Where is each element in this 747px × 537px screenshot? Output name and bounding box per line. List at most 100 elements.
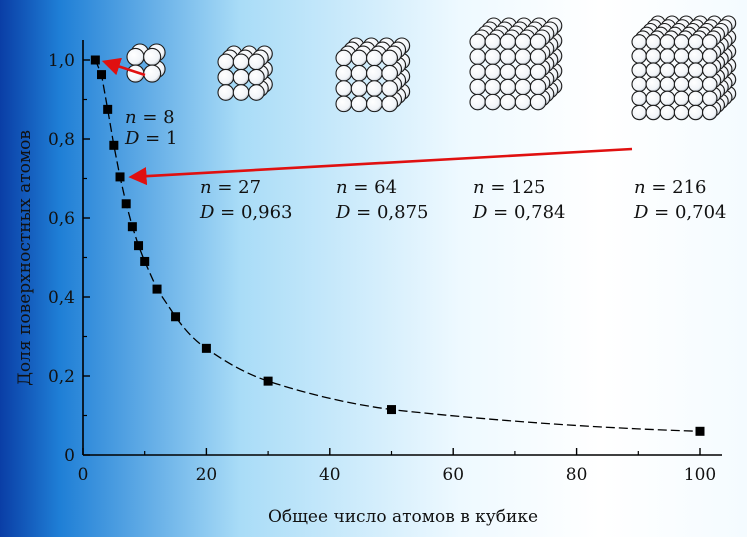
y-tick-label: 0,4 <box>48 288 75 308</box>
atom-sphere <box>381 64 399 82</box>
annotation-n-value: = 64 <box>348 177 397 198</box>
annotation-n-symbol: n <box>336 177 348 198</box>
atom-sphere <box>232 84 250 101</box>
atom-cube-4 <box>335 37 411 113</box>
atom-sphere <box>687 104 704 121</box>
data-point <box>695 426 705 436</box>
x-tick-label: 80 <box>566 465 588 485</box>
annotation-d-symbol: D <box>199 202 215 223</box>
atom-sphere <box>631 48 647 64</box>
atom-sphere <box>499 93 517 111</box>
annotation-n-value: = 125 <box>485 177 546 198</box>
atom-sphere <box>366 49 383 67</box>
arrows <box>101 57 633 186</box>
data-point <box>127 222 137 232</box>
atom-sphere <box>366 64 383 82</box>
x-tick-label: 40 <box>319 465 341 485</box>
atom-sphere <box>514 78 532 96</box>
data-point <box>115 172 125 182</box>
atom-sphere <box>702 48 718 64</box>
atom-sphere <box>673 48 690 64</box>
atom-sphere <box>673 62 690 78</box>
atom-sphere <box>350 95 368 113</box>
fit-curve <box>94 59 701 432</box>
arrow-to-n8 <box>101 57 146 77</box>
atom-sphere <box>350 64 368 82</box>
atom-sphere <box>645 62 662 78</box>
atom-sphere <box>232 68 250 86</box>
atom-sphere <box>514 33 532 50</box>
annotation-n-symbol: n <box>200 177 212 198</box>
atom-sphere <box>248 53 265 71</box>
atom-cube-3 <box>217 45 273 101</box>
atom-sphere <box>469 48 486 66</box>
annotation-n-value: = 216 <box>646 177 707 198</box>
atom-sphere <box>702 76 718 93</box>
atom-sphere <box>673 90 690 107</box>
atom-sphere <box>484 78 502 96</box>
atom-sphere <box>469 93 486 111</box>
atom-sphere <box>673 76 690 93</box>
data-point <box>152 284 162 294</box>
x-tick-label: 20 <box>196 465 218 485</box>
annotation-d-symbol: D <box>124 128 140 149</box>
atom-sphere <box>248 84 265 101</box>
atom-sphere <box>514 48 532 66</box>
atom-sphere <box>645 34 662 50</box>
annotation-d-value: = 0,704 <box>648 202 726 223</box>
data-point <box>263 376 273 386</box>
annotation-d: D = 1 <box>124 128 177 149</box>
atom-sphere <box>381 95 399 113</box>
annotation-d: D = 0,875 <box>335 202 429 223</box>
data-point <box>387 405 396 415</box>
atom-sphere <box>659 76 676 93</box>
annotation-d-symbol: D <box>335 202 351 223</box>
atom-cube-5 <box>469 17 563 111</box>
atom-sphere <box>631 34 647 50</box>
atom-sphere <box>631 62 647 78</box>
atom-sphere <box>529 63 547 81</box>
atom-sphere <box>659 34 676 50</box>
annotation-n: n = 27 <box>200 177 261 198</box>
atom-sphere <box>645 76 662 93</box>
atom-sphere <box>217 68 235 86</box>
y-tick-label: 0,2 <box>48 367 75 387</box>
atom-sphere <box>673 34 690 50</box>
annotation-n-value: = 27 <box>212 177 261 198</box>
fit-curve-line <box>94 59 701 432</box>
atom-sphere <box>499 33 517 50</box>
x-tick-label: 0 <box>78 465 89 485</box>
data-point <box>90 55 100 65</box>
data-points <box>90 55 705 436</box>
atom-sphere <box>687 90 704 107</box>
data-point <box>103 104 113 114</box>
atom-cube-2 <box>126 43 166 83</box>
data-point <box>140 256 150 266</box>
annotation-n-symbol: n <box>125 107 137 128</box>
atom-sphere <box>335 64 353 82</box>
annotation-d: D = 0,784 <box>472 202 566 223</box>
atom-sphere <box>702 104 718 121</box>
atom-sphere <box>143 64 162 83</box>
atom-sphere <box>645 48 662 64</box>
atom-sphere <box>381 80 399 97</box>
atom-sphere <box>469 33 486 50</box>
x-tick-label: 100 <box>684 465 716 485</box>
annotation-d-symbol: D <box>472 202 488 223</box>
atom-sphere <box>335 80 353 97</box>
annotation-n: n = 125 <box>473 177 545 198</box>
atom-sphere <box>529 33 547 50</box>
atom-sphere <box>529 48 547 66</box>
atom-sphere <box>659 62 676 78</box>
arrow-to-n216 <box>128 147 633 186</box>
data-point <box>121 199 131 209</box>
atom-sphere <box>631 76 647 93</box>
atom-sphere <box>702 90 718 107</box>
atom-sphere <box>499 78 517 96</box>
atom-sphere <box>126 47 145 66</box>
y-tick-label: 0,8 <box>48 130 75 150</box>
atom-sphere <box>484 93 502 111</box>
